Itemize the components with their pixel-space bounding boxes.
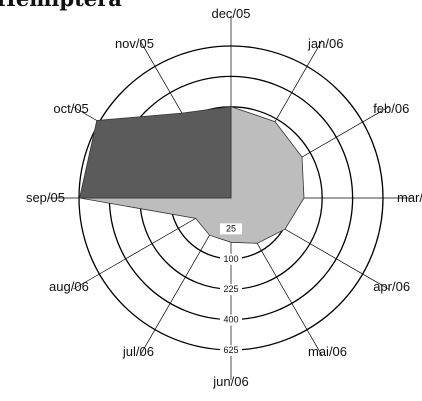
month-label: jan/06 bbox=[307, 36, 343, 51]
month-labels: dec/05 jan/06 feb/06 mar/06 apr/06 mai/06 jun/… bbox=[26, 6, 422, 389]
month-label: nov/05 bbox=[115, 36, 154, 51]
tick-labels: 25 100 225 400 625 bbox=[220, 223, 242, 356]
series-area-light bbox=[79, 106, 305, 244]
tick-label: 225 bbox=[223, 284, 238, 294]
tick-label: 100 bbox=[223, 254, 238, 264]
month-label: oct/05 bbox=[53, 101, 88, 116]
series-areas bbox=[79, 106, 305, 244]
month-label: sep/05 bbox=[26, 190, 65, 205]
month-label: jun/06 bbox=[212, 374, 248, 389]
month-label: jul/06 bbox=[122, 344, 154, 359]
month-label: feb/06 bbox=[373, 101, 409, 116]
month-label: mai/06 bbox=[308, 344, 347, 359]
tick-label: 625 bbox=[223, 345, 238, 355]
tick-label-bg bbox=[220, 345, 242, 356]
tick-label-bg bbox=[220, 253, 242, 265]
month-label: aug/06 bbox=[49, 279, 89, 294]
tick-label: 25 bbox=[226, 223, 236, 233]
tick-label-bg bbox=[220, 314, 242, 326]
tick-label: 400 bbox=[223, 315, 238, 325]
chart-title: Hemiptera bbox=[0, 0, 122, 11]
month-label: dec/05 bbox=[211, 6, 250, 21]
month-label: mar/06 bbox=[397, 190, 422, 205]
tick-label-bg bbox=[220, 284, 242, 296]
series-area-dark bbox=[79, 106, 232, 199]
month-label: apr/06 bbox=[373, 279, 410, 294]
tick-label-bg bbox=[220, 223, 242, 235]
